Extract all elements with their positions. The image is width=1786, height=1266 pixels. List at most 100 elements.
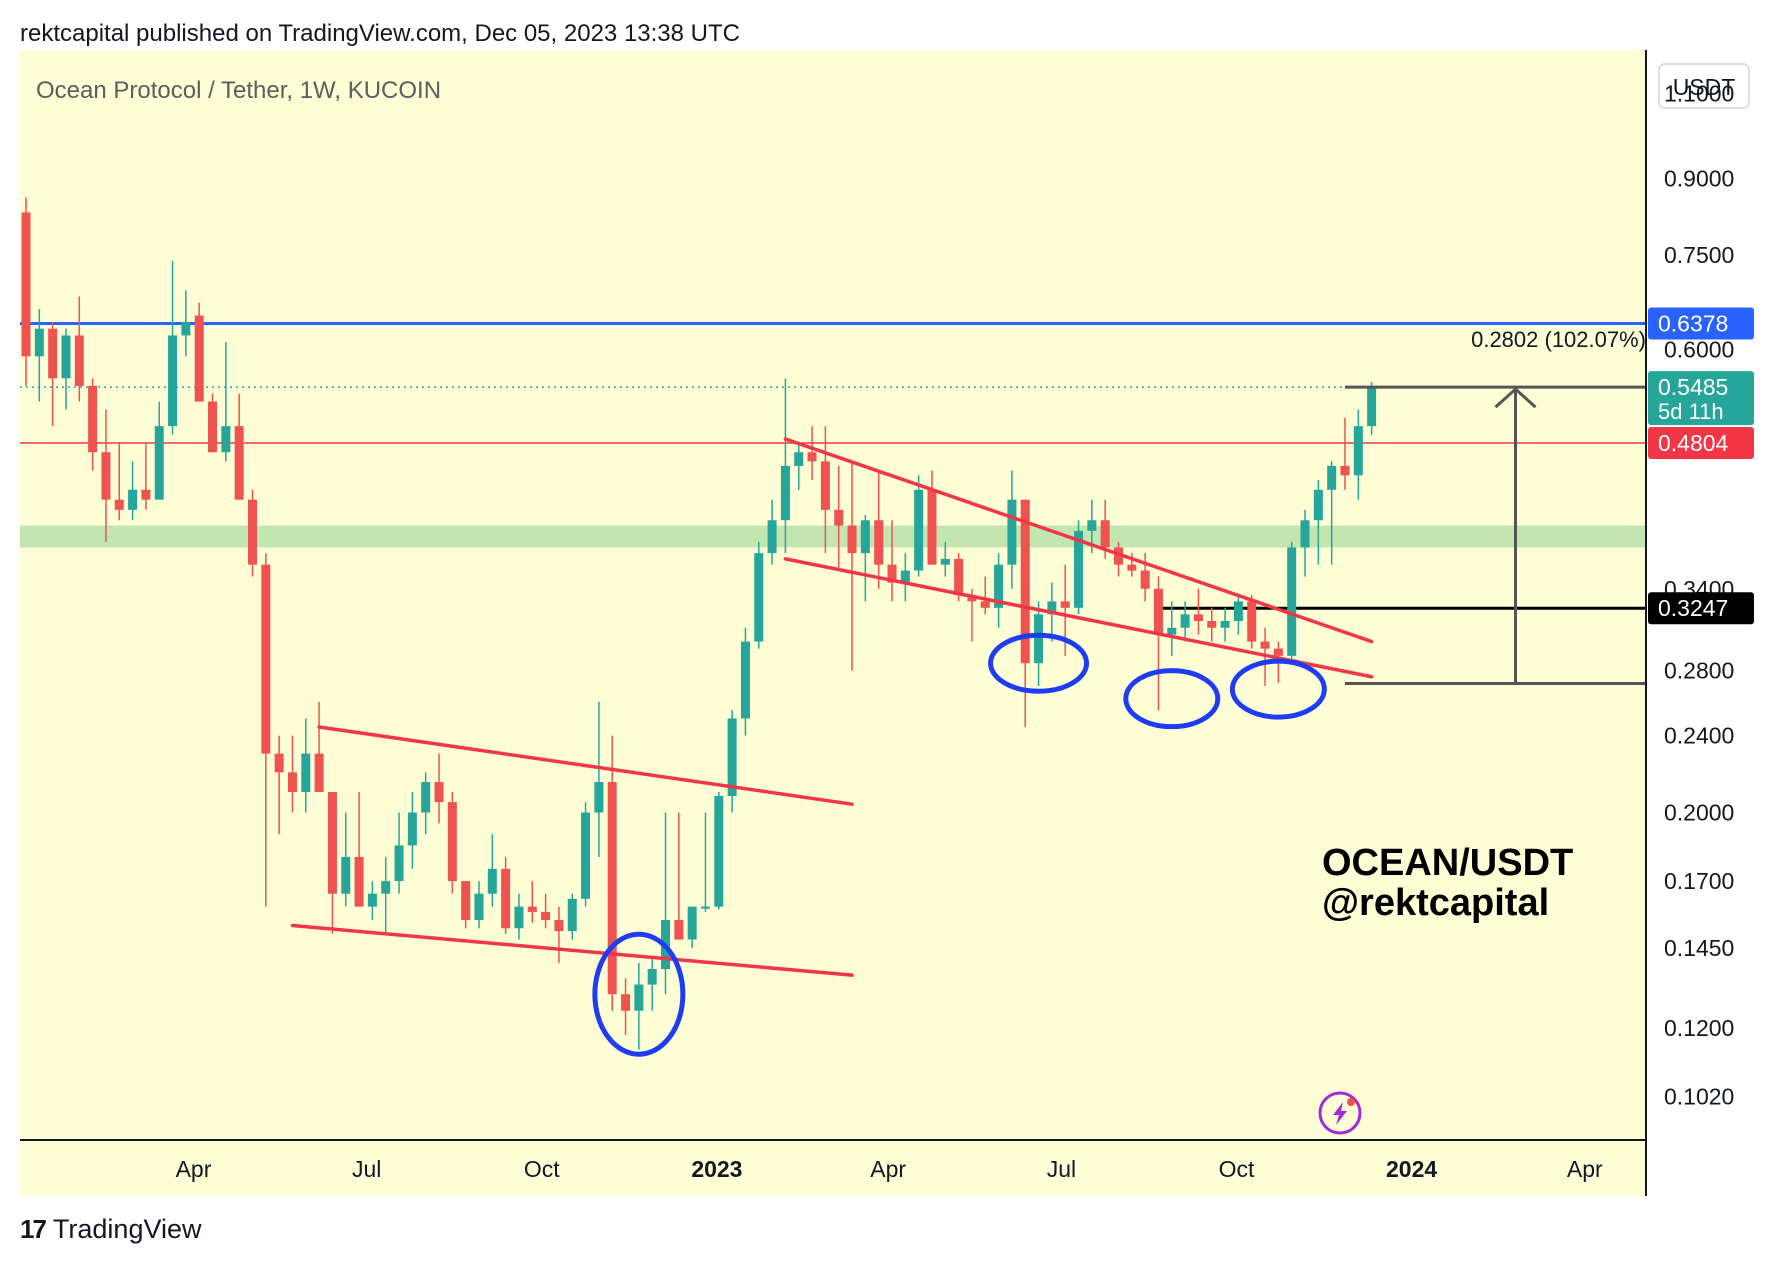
candle-body <box>48 328 58 379</box>
candle-body <box>714 796 724 907</box>
candle-body <box>874 520 884 565</box>
y-tick-label: 0.2400 <box>1664 723 1734 749</box>
measure-label: 0.2802 (102.07%) <box>1471 327 1646 352</box>
candle-body <box>1247 601 1257 642</box>
chart-background <box>20 50 1646 1196</box>
candle-body <box>727 718 737 797</box>
candle-body <box>407 812 417 846</box>
candle-body <box>927 489 937 565</box>
candle-body <box>74 335 84 386</box>
candle-body <box>554 920 564 932</box>
candle-body <box>21 212 31 357</box>
candle-body <box>1260 641 1270 649</box>
candle-body <box>341 856 351 894</box>
candle-body <box>354 856 364 907</box>
trend-lines-layer <box>290 437 1374 977</box>
x-tick-label: Oct <box>1219 1156 1255 1182</box>
x-tick-label: Jul <box>352 1156 381 1182</box>
candle-body <box>687 906 697 940</box>
candle-body <box>900 570 910 583</box>
candle-body <box>767 520 777 554</box>
x-tick-label: 2024 <box>1386 1156 1437 1182</box>
price-badge <box>1648 307 1754 340</box>
candle-body <box>1020 499 1030 664</box>
candle-body <box>621 994 631 1011</box>
candle-body <box>394 845 404 882</box>
candle-body <box>1220 620 1230 628</box>
candle-body <box>1287 547 1297 656</box>
x-axis: Apr Jul Oct 2023 Apr Jul Oct 2024 Apr <box>20 1139 1646 1196</box>
candle-body <box>168 335 178 427</box>
candle-body <box>287 772 297 792</box>
candle-body <box>1140 570 1150 589</box>
candle-body <box>114 499 124 510</box>
candle-body <box>1340 465 1350 476</box>
candle-body <box>1167 627 1177 635</box>
candle-body <box>820 461 830 510</box>
candle-body <box>914 489 924 571</box>
measure-layer: 0.2802 (102.07%) <box>1344 327 1646 685</box>
y-tick-label: 0.1200 <box>1664 1015 1734 1041</box>
price-badge-value: 0.6378 <box>1658 311 1728 337</box>
candle-body <box>940 558 950 565</box>
candle-body <box>301 753 311 792</box>
candle-body <box>754 553 764 642</box>
candle-body <box>261 564 271 754</box>
highlight-circle-0 <box>592 931 686 1057</box>
candle-body <box>474 893 484 921</box>
candle-body <box>674 920 684 940</box>
candle-body <box>1193 614 1203 621</box>
candle-body <box>34 328 44 357</box>
candle-body <box>541 911 551 921</box>
chart-title: Ocean Protocol / Tether, 1W, KUCOIN <box>36 77 441 104</box>
candle-body <box>980 601 990 608</box>
x-tick-label: Apr <box>870 1156 906 1182</box>
candle-body <box>527 906 537 912</box>
publish-header: rektcapital published on TradingView.com… <box>20 20 740 47</box>
watermark-line-1: OCEAN/USDT <box>1322 842 1573 884</box>
x-tick-label: 2023 <box>691 1156 742 1182</box>
highlight-circle-2 <box>1123 668 1221 730</box>
candle-body <box>634 984 644 1011</box>
watermark: OCEAN/USDT @rektcapital <box>1322 842 1573 924</box>
trend-line-2 <box>783 437 1374 644</box>
candle-body <box>154 426 164 500</box>
circles-layer <box>592 632 1327 1057</box>
candle-body <box>887 564 897 583</box>
candle-body <box>1273 648 1283 656</box>
footer: 17 TradingView <box>20 1214 202 1245</box>
trend-line-3 <box>783 557 1374 679</box>
currency-button[interactable] <box>1658 63 1750 109</box>
candle-body <box>367 893 377 907</box>
candle-body <box>1233 601 1243 621</box>
candle-body <box>700 906 710 909</box>
candle-body <box>647 969 657 985</box>
lightning-icon[interactable] <box>1318 1091 1362 1135</box>
candle-body <box>274 753 284 773</box>
candle-body <box>1047 601 1057 615</box>
candle-body <box>1300 520 1310 548</box>
currency-label: USDT <box>1673 74 1736 100</box>
candle-body <box>61 335 71 379</box>
y-tick-label: 0.1700 <box>1664 868 1734 894</box>
tradingview-logo-icon: 17 <box>20 1214 47 1244</box>
candle-body <box>1313 489 1323 521</box>
candle-body <box>128 489 138 510</box>
candle-body <box>247 499 257 565</box>
trend-line-1 <box>290 923 854 977</box>
price-badge <box>1648 592 1754 625</box>
candle-body <box>567 898 577 932</box>
y-tick-label: 0.9000 <box>1664 165 1734 191</box>
trend-line-0 <box>317 725 854 806</box>
candle-body <box>1127 564 1137 571</box>
highlight-circle-1 <box>988 632 1090 694</box>
candle-body <box>381 881 391 894</box>
candle-body <box>1327 465 1337 490</box>
price-badge-value: 0.5485 <box>1658 374 1728 400</box>
candle-body <box>1100 520 1110 548</box>
y-tick-label: 0.1450 <box>1664 935 1734 961</box>
candle-body <box>740 641 750 719</box>
price-badge <box>1648 427 1754 460</box>
candle-body <box>1087 520 1097 531</box>
